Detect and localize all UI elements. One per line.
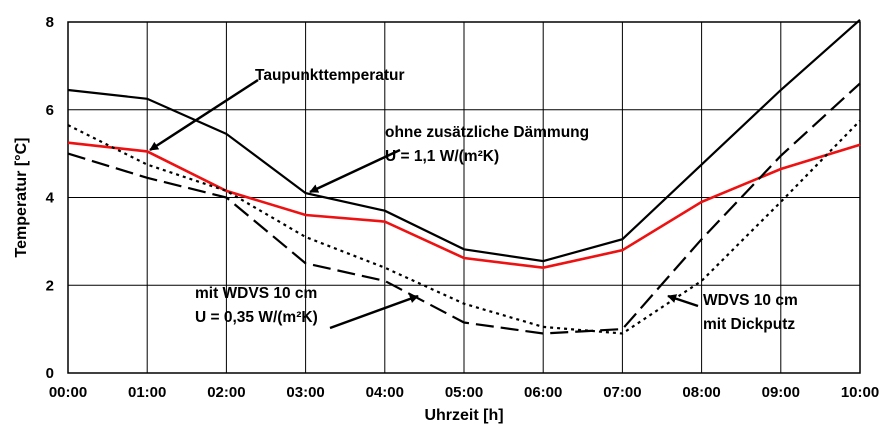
annotation-label-dick: WDVS 10 cm	[703, 292, 798, 309]
y-tick-label: 8	[46, 14, 54, 31]
x-tick-labels: 00:00 01:00 02:00 03:00 04:00 05:00 06:00 07:00…	[49, 384, 879, 401]
annotation-label-mit: U = 0,35 W/(m²K)	[195, 309, 318, 326]
x-tick-label: 03:00	[286, 384, 324, 401]
series-group	[67, 18, 861, 335]
annotations: Taupunkttemperatur ohne zusätzliche Dämmu…	[149, 67, 798, 333]
grid	[68, 22, 860, 373]
annotation-arrow-mit	[329, 294, 419, 330]
series-line-4	[67, 119, 861, 335]
annotation-arrow-dick	[667, 294, 699, 308]
y-tick-label: 6	[46, 102, 54, 119]
annotation-label-tau: Taupunkttemperatur	[255, 67, 405, 84]
x-tick-label: 07:00	[603, 384, 641, 401]
series-line-1	[67, 141, 861, 270]
x-tick-label: 04:00	[366, 384, 404, 401]
x-tick-label: 09:00	[762, 384, 800, 401]
annotation-label-ohne: ohne zusätzliche Dämmung	[385, 124, 589, 141]
y-tick-labels: 0 2 4 6 8	[46, 14, 55, 382]
series-line-3	[67, 82, 861, 335]
x-tick-label: 05:00	[445, 384, 483, 401]
y-tick-label: 2	[46, 277, 54, 294]
x-tick-label: 02:00	[207, 384, 245, 401]
annotation-label-mit: mit WDVS 10 cm	[195, 285, 317, 302]
x-tick-label: 08:00	[682, 384, 720, 401]
y-axis-title: Temperatur [°C]	[13, 138, 30, 258]
y-tick-label: 0	[46, 365, 54, 382]
series-line-2	[67, 18, 861, 263]
x-axis-title: Uhrzeit [h]	[424, 407, 503, 424]
annotation-arrow-ohne	[309, 148, 401, 194]
plot-frame	[67, 21, 861, 374]
y-tick-label: 4	[46, 190, 55, 207]
x-tick-label: 00:00	[49, 384, 87, 401]
x-tick-label: 10:00	[841, 384, 879, 401]
annotation-label-dick: mit Dickputz	[703, 316, 795, 333]
annotation-label-ohne: U = 1,1 W/(m²K)	[385, 148, 499, 165]
annotation-arrow-tau	[149, 78, 259, 152]
x-tick-label: 06:00	[524, 384, 562, 401]
x-tick-label: 01:00	[128, 384, 166, 401]
